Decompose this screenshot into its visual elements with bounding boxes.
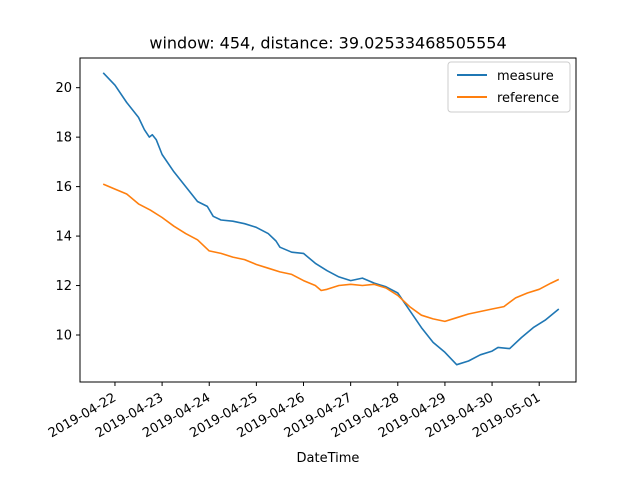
legend[interactable]: measure reference xyxy=(447,61,571,113)
y-tick-label: 20 xyxy=(55,81,72,96)
y-tick-label: 14 xyxy=(55,230,72,245)
series-group xyxy=(102,72,560,366)
y-axis: 10 12 14 16 18 20 xyxy=(55,81,80,344)
series-line-reference xyxy=(102,183,560,323)
y-tick-label: 16 xyxy=(55,180,72,195)
y-tick-label: 12 xyxy=(55,279,72,294)
series-line-measure xyxy=(102,72,560,366)
legend-label-reference: reference xyxy=(497,91,559,106)
legend-label-measure: measure xyxy=(497,69,554,84)
chart-title: window: 454, distance: 39.02533468505554 xyxy=(149,34,506,53)
plot-area xyxy=(79,57,577,383)
y-tick-label: 10 xyxy=(55,329,72,344)
x-axis-label: DateTime xyxy=(297,451,360,466)
axes-frame xyxy=(79,57,577,383)
y-tick-label: 18 xyxy=(55,131,72,146)
